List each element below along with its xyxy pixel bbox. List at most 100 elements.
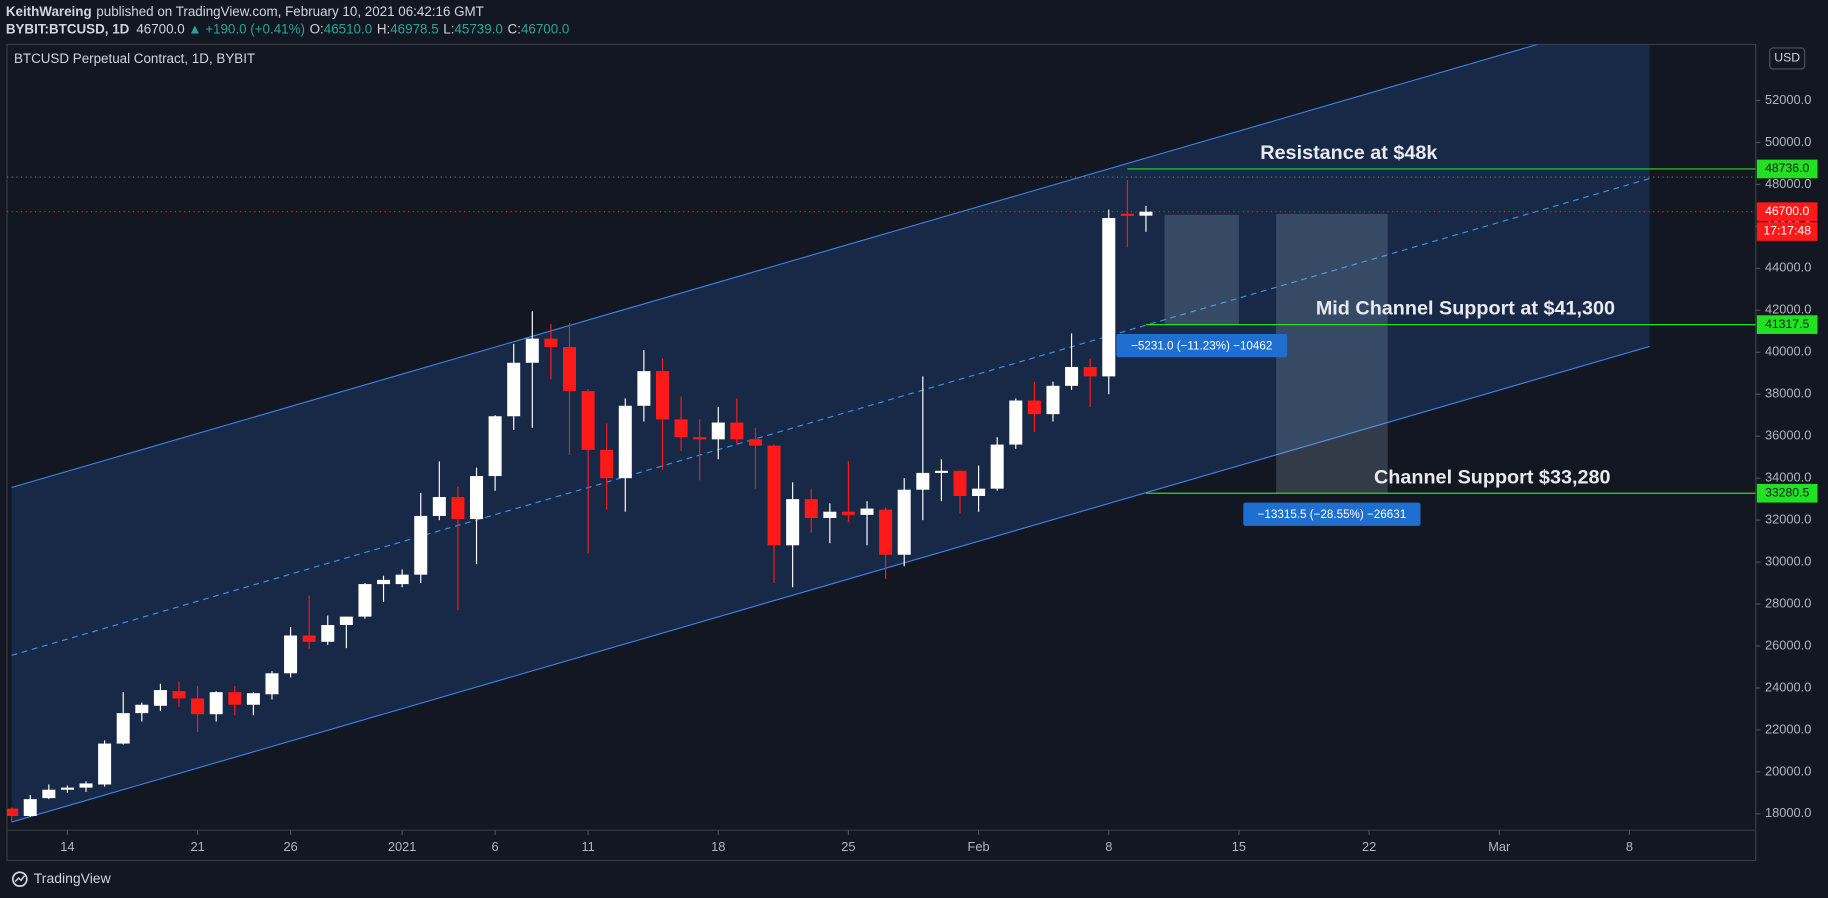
candle-body bbox=[507, 362, 521, 417]
y-tick-label: 38000.0 bbox=[1765, 386, 1811, 401]
level-price-box bbox=[1756, 159, 1818, 179]
measure-label-box bbox=[1116, 333, 1288, 358]
candle-body bbox=[414, 515, 428, 575]
ohlc-value: 45739.0 bbox=[454, 21, 502, 36]
annotation: Mid Channel Support at $41,300 bbox=[1316, 298, 1615, 320]
countdown-box bbox=[1756, 222, 1818, 241]
candle-body bbox=[655, 371, 669, 420]
y-tick-label: 32000.0 bbox=[1765, 512, 1811, 527]
measure-box bbox=[1276, 213, 1388, 494]
candle-body bbox=[228, 692, 242, 705]
last-price-label: 46700.0 bbox=[1765, 204, 1809, 218]
candle-body bbox=[42, 789, 56, 799]
candle-body bbox=[1120, 213, 1134, 216]
candle-body bbox=[191, 698, 205, 715]
x-tick-label: 18 bbox=[711, 839, 725, 854]
footer-logo bbox=[11, 871, 28, 888]
candle-body bbox=[600, 449, 614, 479]
candle-body bbox=[246, 693, 260, 705]
y-tick-label: 34000.0 bbox=[1765, 470, 1811, 485]
overlay: 18000.0 20000.0 22000.0 24000.0 26000.0 28000… bbox=[60, 92, 1818, 854]
ohlc-value: 46700.0 bbox=[521, 21, 569, 36]
publish-info: published on TradingView.com, February 1… bbox=[96, 3, 484, 18]
candle-body bbox=[711, 422, 725, 440]
candle-body bbox=[767, 445, 781, 546]
level-price-label: 41317.5 bbox=[1765, 317, 1809, 331]
candle-body bbox=[618, 405, 632, 479]
last-price-box bbox=[1756, 202, 1818, 222]
measure-label: −5231.0 (−11.23%) −10462 bbox=[1131, 339, 1272, 352]
channel-lower bbox=[11, 345, 1650, 823]
x-tick-label: 11 bbox=[581, 839, 594, 854]
x-tick-label: 8 bbox=[1626, 839, 1633, 854]
x-tick-label: 15 bbox=[1232, 839, 1246, 854]
chart-title: BTCUSD Perpetual Contract, 1D, BYBIT bbox=[14, 51, 255, 66]
candle-body bbox=[693, 437, 707, 440]
header-line: KeithWareing published on TradingView.com… bbox=[6, 3, 484, 18]
x-tick-label: 21 bbox=[190, 839, 204, 854]
x-tick-label: 25 bbox=[841, 839, 855, 854]
candle-body bbox=[897, 489, 911, 555]
y-tick-label: 24000.0 bbox=[1765, 679, 1811, 694]
x-tick-label: Feb bbox=[968, 839, 990, 854]
y-tick-label: 50000.0 bbox=[1765, 134, 1811, 149]
candle-body bbox=[339, 616, 353, 626]
ohlc-label: L: bbox=[443, 21, 454, 36]
x-tick-label: Mar bbox=[1488, 839, 1511, 854]
candle-body bbox=[1083, 366, 1097, 377]
candle-body bbox=[637, 371, 651, 406]
candle-body bbox=[377, 579, 391, 585]
y-tick-label: 22000.0 bbox=[1765, 721, 1811, 736]
candle-body bbox=[209, 692, 223, 715]
candle-body bbox=[6, 808, 19, 816]
candle-body bbox=[1102, 217, 1116, 377]
y-tick-label: 48000.0 bbox=[1765, 176, 1811, 191]
candle-body bbox=[302, 635, 316, 642]
ohlc-label: H: bbox=[377, 21, 390, 36]
channel-mid bbox=[11, 177, 1650, 656]
candle-body bbox=[1046, 385, 1060, 415]
y-tick-label: 20000.0 bbox=[1765, 763, 1811, 778]
y-tick-label: 26000.0 bbox=[1765, 637, 1811, 652]
candle-body bbox=[60, 787, 74, 790]
ohlc-label: C: bbox=[508, 21, 521, 36]
y-tick-label: 52000.0 bbox=[1765, 92, 1811, 107]
candle-body bbox=[116, 713, 130, 744]
level-price-box bbox=[1756, 315, 1818, 334]
y-tick-label: 18000.0 bbox=[1765, 805, 1811, 820]
candle-body bbox=[525, 338, 539, 363]
channel bbox=[11, 44, 1650, 823]
candle-body bbox=[990, 444, 1004, 489]
candle-body bbox=[153, 690, 167, 706]
candle-body bbox=[953, 470, 967, 496]
measure-label: −13315.5 (−28.55%) −26631 bbox=[1258, 508, 1407, 521]
candle-body bbox=[581, 391, 595, 450]
candle-body bbox=[1065, 366, 1079, 386]
level-price-box bbox=[1756, 483, 1818, 503]
candle-body bbox=[1139, 211, 1153, 216]
ohlc-label: O: bbox=[310, 21, 324, 36]
candle-body bbox=[786, 499, 800, 546]
ohlc-value: 46510.0 bbox=[324, 21, 372, 36]
candle-body bbox=[804, 499, 818, 519]
annotation: Resistance at $48k bbox=[1260, 142, 1438, 164]
candle-body bbox=[730, 422, 744, 440]
y-tick-label: 44000.0 bbox=[1765, 260, 1811, 275]
symbol: BYBIT:BTCUSD, 1D bbox=[6, 21, 130, 36]
candle-body bbox=[841, 511, 855, 515]
candle-body bbox=[358, 584, 372, 617]
candle-body bbox=[135, 704, 149, 714]
y-tick-label: 28000.0 bbox=[1765, 595, 1811, 610]
candle-body bbox=[451, 497, 465, 520]
channel-fill bbox=[11, 44, 1650, 823]
measure-box bbox=[1164, 214, 1239, 325]
measure-label-box bbox=[1243, 502, 1421, 526]
level-price-label: 48736.0 bbox=[1765, 161, 1809, 175]
y-tick-label: 42000.0 bbox=[1765, 302, 1811, 317]
header-line: BYBIT:BTCUSD, 1D 46700.0 ▲ +190.0 (+0.41%)… bbox=[6, 21, 570, 36]
candle-body bbox=[972, 488, 986, 496]
candle-body bbox=[284, 635, 298, 674]
candle-body bbox=[1009, 400, 1023, 445]
countdown: 17:17:48 bbox=[1763, 224, 1811, 238]
